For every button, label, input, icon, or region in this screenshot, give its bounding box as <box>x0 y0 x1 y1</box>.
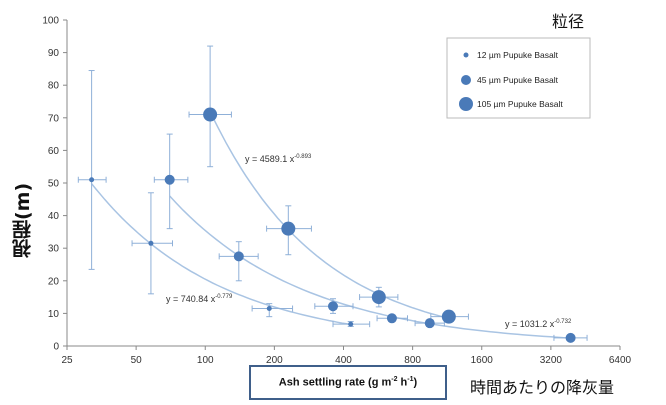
legend-label: 12 µm Pupuke Basalt <box>477 50 559 60</box>
legend-title: 粒径 <box>552 12 585 31</box>
fit-equation: y = 1031.2 x-0.732 <box>505 319 572 329</box>
data-point <box>203 107 218 122</box>
data-point <box>89 177 95 183</box>
data-point <box>281 221 296 236</box>
legend: 12 µm Pupuke Basalt 45 µm Pupuke Basalt 10… <box>446 37 591 119</box>
data-points <box>89 107 576 343</box>
data-point <box>266 306 272 312</box>
data-point <box>233 251 244 262</box>
data-point <box>441 309 456 324</box>
x-axis-label-box: Ash settling rate (g m-2 h-1) <box>249 365 447 400</box>
fit-equations: y = 740.84 x-0.779 y = 1031.2 x-0.732 y = … <box>166 154 572 329</box>
x-tick-label: 800 <box>404 355 421 366</box>
chart-axes: 25 50 100 200 400 800 1600 3200 6400 0 10 20 30 40 50 6… <box>42 16 631 367</box>
y-tick-label: 30 <box>48 244 60 255</box>
x-tick-label: 100 <box>197 355 214 366</box>
fit-curve <box>91 183 351 326</box>
x-tick-label: 6400 <box>609 355 632 366</box>
x-tick-label: 50 <box>131 355 143 366</box>
data-point <box>386 313 397 324</box>
data-point <box>371 290 386 305</box>
x-tick-label: 200 <box>266 355 283 366</box>
fit-equation: y = 740.84 x-0.779 <box>166 294 233 304</box>
fit-curve <box>169 195 571 339</box>
y-tick-label: 80 <box>48 81 60 92</box>
data-point <box>348 321 354 327</box>
y-tick-label: 40 <box>48 211 60 222</box>
data-point <box>327 301 338 312</box>
x-axis-label: Ash settling rate (g m-2 h-1) <box>278 376 418 389</box>
x-tick-label: 3200 <box>540 355 563 366</box>
x-tick-label: 1600 <box>471 355 494 366</box>
y-tick-label: 10 <box>48 309 60 320</box>
legend-label: 105 µm Pupuke Basalt <box>477 99 563 109</box>
data-point <box>424 318 435 329</box>
fit-equation: y = 4589.1 x-0.893 <box>245 154 312 164</box>
data-point <box>148 240 154 246</box>
y-tick-label: 0 <box>53 342 59 353</box>
x-axis-label-jp: 時間あたりの降灰量 <box>470 378 615 397</box>
legend-label: 45 µm Pupuke Basalt <box>477 75 559 85</box>
fit-curve <box>209 111 449 320</box>
y-axis-label: 視程(m) <box>12 182 34 258</box>
x-tick-label: 400 <box>335 355 352 366</box>
y-tick-label: 100 <box>42 16 59 27</box>
legend-marker <box>461 75 471 85</box>
y-tick-label: 60 <box>48 146 60 157</box>
legend-marker <box>459 97 473 111</box>
x-tick-label: 25 <box>61 355 73 366</box>
y-tick-label: 50 <box>48 179 60 190</box>
legend-marker <box>463 52 469 58</box>
y-tick-label: 70 <box>48 113 60 124</box>
data-point <box>565 332 576 343</box>
data-point <box>164 174 175 185</box>
legend-box <box>446 37 591 119</box>
y-tick-label: 20 <box>48 276 60 287</box>
y-tick-label: 90 <box>48 48 60 59</box>
